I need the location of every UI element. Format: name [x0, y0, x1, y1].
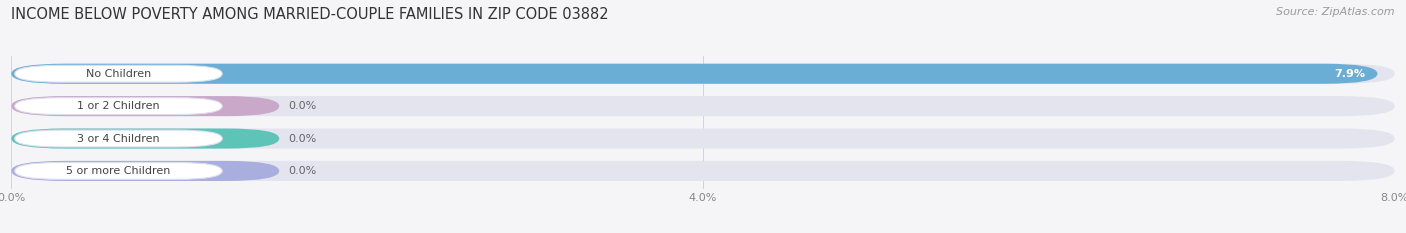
FancyBboxPatch shape	[14, 98, 222, 115]
Text: 0.0%: 0.0%	[288, 134, 316, 144]
Text: Source: ZipAtlas.com: Source: ZipAtlas.com	[1277, 7, 1395, 17]
FancyBboxPatch shape	[11, 161, 280, 181]
Text: 0.0%: 0.0%	[288, 166, 316, 176]
FancyBboxPatch shape	[11, 96, 280, 116]
FancyBboxPatch shape	[11, 64, 1378, 84]
FancyBboxPatch shape	[14, 130, 222, 147]
FancyBboxPatch shape	[14, 65, 222, 82]
FancyBboxPatch shape	[11, 64, 1395, 84]
FancyBboxPatch shape	[11, 161, 1395, 181]
Text: 7.9%: 7.9%	[1334, 69, 1365, 79]
FancyBboxPatch shape	[14, 162, 222, 179]
Text: No Children: No Children	[86, 69, 150, 79]
Text: 1 or 2 Children: 1 or 2 Children	[77, 101, 160, 111]
FancyBboxPatch shape	[11, 128, 1395, 149]
FancyBboxPatch shape	[11, 96, 1395, 116]
Text: 0.0%: 0.0%	[288, 101, 316, 111]
Text: 3 or 4 Children: 3 or 4 Children	[77, 134, 160, 144]
Text: INCOME BELOW POVERTY AMONG MARRIED-COUPLE FAMILIES IN ZIP CODE 03882: INCOME BELOW POVERTY AMONG MARRIED-COUPL…	[11, 7, 609, 22]
Text: 5 or more Children: 5 or more Children	[66, 166, 170, 176]
FancyBboxPatch shape	[11, 128, 280, 149]
